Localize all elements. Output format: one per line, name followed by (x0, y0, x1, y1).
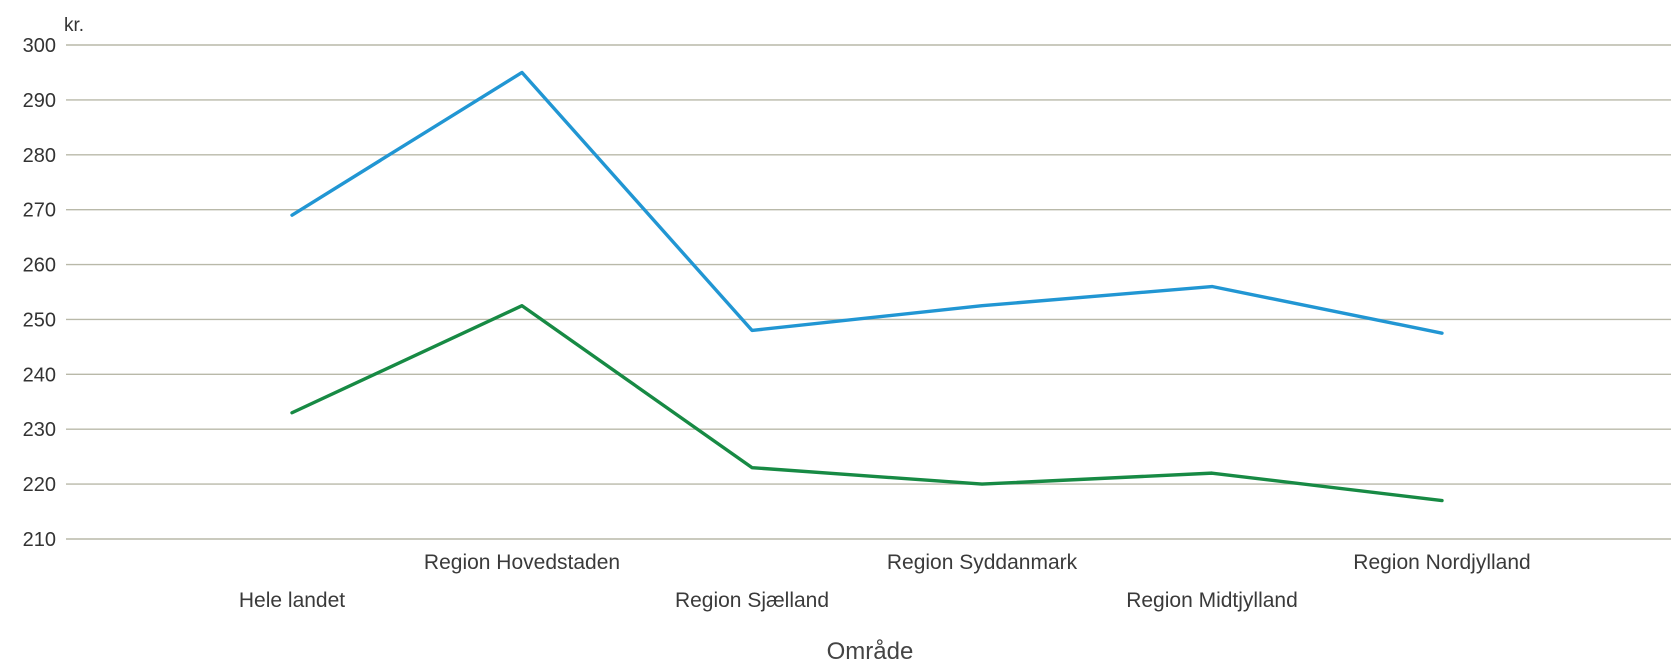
x-tick-label: Region Nordjylland (1353, 551, 1530, 574)
y-tick-label: 220 (23, 474, 56, 496)
series-lines (290, 70, 1444, 503)
y-tick-label: 240 (23, 364, 56, 386)
y-tick-label: 210 (23, 529, 56, 551)
x-tick-label: Region Syddanmark (887, 551, 1078, 574)
x-axis-title: Område (827, 638, 914, 664)
x-tick-label: Region Midtjylland (1126, 589, 1298, 612)
y-tick-label: 270 (23, 200, 56, 222)
series-line-2 (290, 304, 1444, 503)
x-tick-label: Region Sjælland (675, 589, 829, 612)
y-axis-ticks: 300 290 280 270 260 250 240 230 220 210 (23, 35, 56, 551)
y-tick-label: 280 (23, 145, 56, 167)
y-tick-label: 260 (23, 255, 56, 277)
y-tick-label: 250 (23, 309, 56, 331)
x-tick-label: Region Hovedstaden (424, 551, 620, 574)
y-axis-unit-label: kr. (64, 15, 84, 36)
x-tick-label: Hele landet (239, 589, 345, 612)
y-tick-label: 290 (23, 90, 56, 112)
x-axis-ticks: Hele landet Region Hovedstaden Region Sjæl… (239, 551, 1531, 612)
y-tick-label: 300 (23, 35, 56, 57)
gridlines (66, 44, 1671, 540)
series-line-1 (290, 70, 1444, 335)
y-tick-label: 230 (23, 419, 56, 441)
